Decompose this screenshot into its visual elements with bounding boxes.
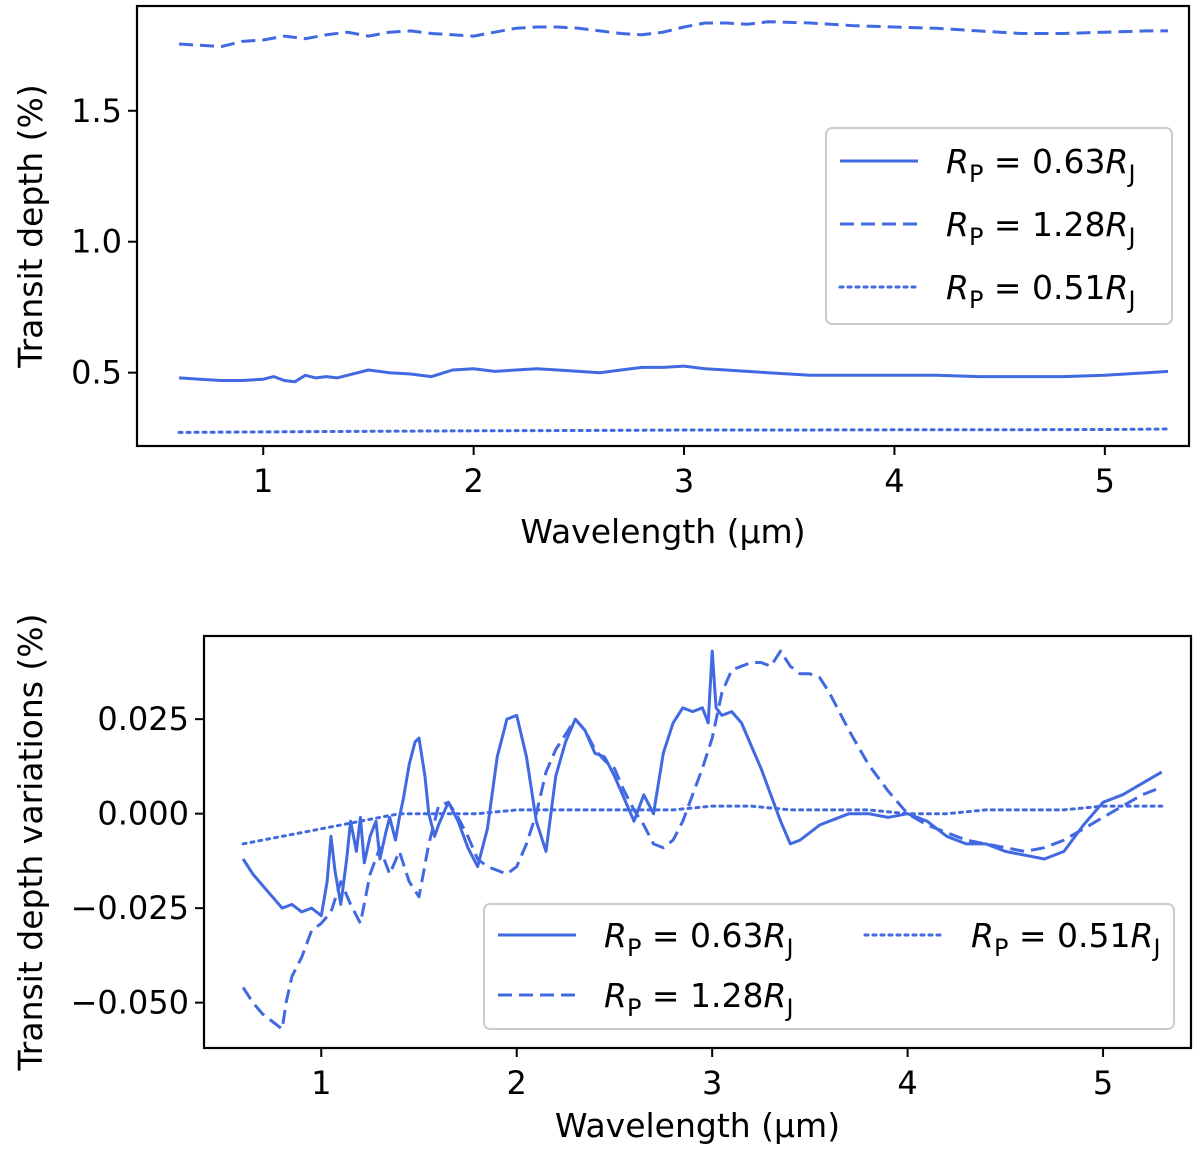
x-tick-label: 4 — [884, 462, 904, 500]
series-line-solid — [241, 649, 1163, 918]
x-tick-label: 5 — [1093, 1064, 1113, 1102]
legend: RP = 0.63RJ RP = 1.28RJ RP = 0.51RJ — [483, 903, 1175, 1030]
series-line-dashed — [241, 649, 1163, 1031]
bottom-chart-panel: 1 2 3 4 5 −0.050 −0.025 0.000 0.025 Wavelength (μ… — [11, 613, 1193, 1145]
legend-label: RP = 1.28RJ — [946, 205, 1136, 251]
y-tick-label: 0.5 — [71, 354, 122, 392]
x-tick-label: 5 — [1095, 462, 1115, 500]
y-tick-label: 1.0 — [71, 223, 122, 261]
x-tick-label: 1 — [253, 462, 273, 500]
legend-box — [825, 127, 1173, 325]
legend-label: RP = 1.28RJ — [604, 976, 794, 1022]
y-tick-label: 1.5 — [71, 92, 122, 130]
series-line-dotted — [177, 427, 1170, 434]
x-axis-label: Wavelength (μm) — [555, 1106, 840, 1145]
series-line-solid — [179, 364, 1169, 384]
y-tick-label: 0.025 — [97, 700, 189, 738]
x-tick-label: 2 — [507, 1064, 527, 1102]
x-tick-label: 2 — [463, 462, 483, 500]
series-line-dotted — [241, 804, 1164, 846]
x-tick-label: 4 — [897, 1064, 917, 1102]
x-tick-label: 1 — [311, 1064, 331, 1102]
y-axis-label: Transit depth (%) — [11, 84, 50, 368]
legend-label: RP = 0.63RJ — [604, 916, 794, 962]
series-line-dashed — [179, 20, 1168, 49]
series-group — [241, 649, 1164, 1031]
legend-label: RP = 0.51RJ — [971, 916, 1161, 962]
plot-frame — [202, 634, 1193, 1050]
top-chart-panel: 1 2 3 4 5 0.5 1.0 1.5 Wavelength (μm) Transit dep… — [11, 4, 1191, 551]
series-group — [177, 20, 1170, 434]
x-tick-label: 3 — [674, 462, 694, 500]
plot-frame — [135, 4, 1191, 448]
y-axis-label: Transit depth variations (%) — [11, 613, 50, 1071]
legend: RP = 0.63RJ RP = 1.28RJ RP = 0.51RJ — [825, 127, 1173, 325]
x-tick-label: 3 — [702, 1064, 722, 1102]
legend-label: RP = 0.51RJ — [946, 268, 1136, 314]
legend-box — [483, 903, 1175, 1030]
y-tick-label: 0.000 — [97, 795, 189, 833]
legend-label: RP = 0.63RJ — [946, 142, 1136, 188]
x-axis-label: Wavelength (μm) — [520, 512, 805, 551]
y-tick-label: −0.025 — [71, 889, 189, 927]
y-tick-label: −0.050 — [71, 984, 189, 1022]
